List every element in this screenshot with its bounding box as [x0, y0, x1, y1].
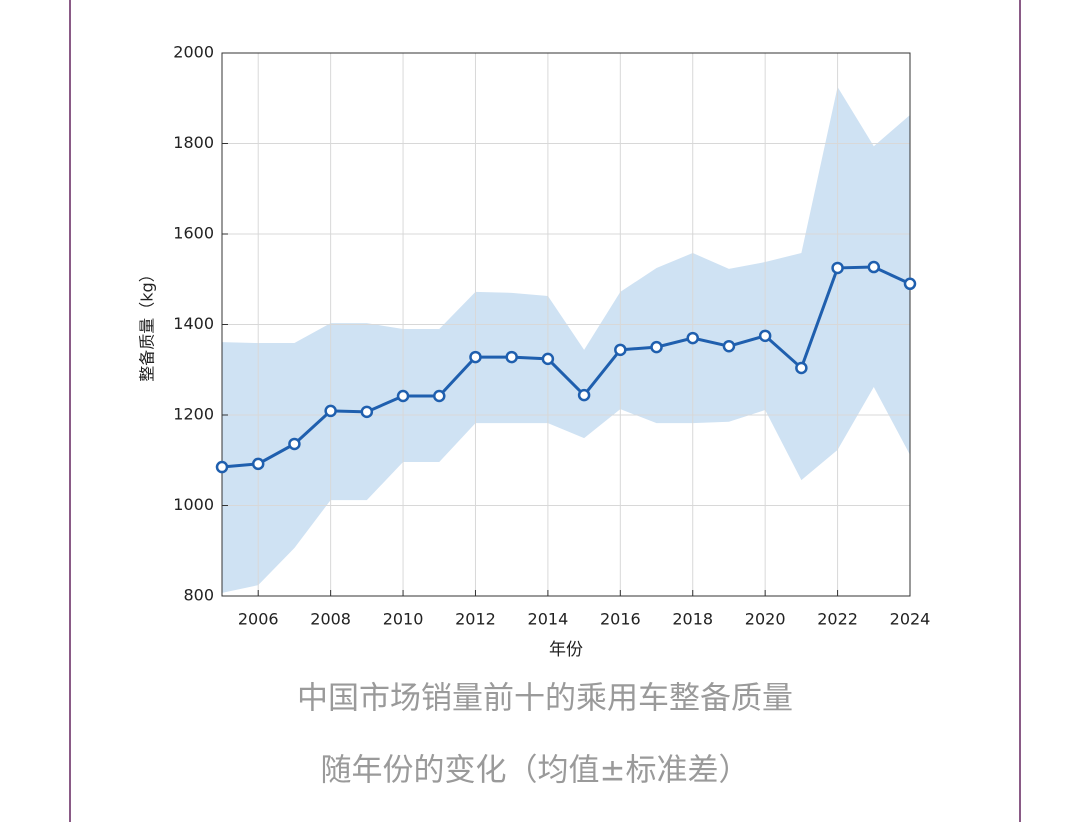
data-point [215, 460, 229, 474]
y-tick-label: 1600 [173, 224, 214, 243]
x-tick-label: 2014 [528, 610, 569, 629]
data-point [251, 457, 265, 471]
data-point [324, 404, 337, 418]
data-point [758, 329, 772, 343]
y-tick-label: 1200 [173, 405, 214, 424]
x-tick-label: 2012 [455, 610, 496, 629]
data-point [541, 352, 555, 366]
data-point [903, 277, 917, 291]
x-axis-label: 年份 [549, 640, 583, 660]
data-point [650, 340, 663, 354]
x-tick-label: 2024 [890, 610, 931, 629]
std-band [222, 86, 910, 593]
data-point [795, 361, 808, 375]
data-point [831, 261, 844, 275]
data-point [396, 389, 410, 403]
plot-border [221, 52, 911, 597]
y-tick-label: 1400 [173, 314, 214, 333]
data-point [686, 331, 699, 345]
y-tick-label: 2000 [173, 43, 214, 62]
data-point [614, 343, 627, 357]
data-point [469, 350, 482, 364]
x-tick-label: 2018 [672, 610, 713, 629]
x-tick-label: 2020 [745, 610, 786, 629]
x-tick-label: 2016 [600, 610, 641, 629]
x-tick-label: 2008 [310, 610, 351, 629]
y-axis-label: 整备质量（kg） [138, 266, 157, 381]
x-tick-label: 2022 [817, 610, 858, 629]
caption: 随年份的变化（均值±标准差） [321, 753, 750, 789]
y-tick-label: 1800 [173, 133, 214, 152]
y-tick-label: 1000 [173, 495, 214, 514]
x-tick-label: 2006 [238, 610, 279, 629]
data-point [722, 339, 736, 353]
data-point [360, 405, 374, 419]
data-point [867, 260, 881, 274]
x-tick-label: 2010 [383, 610, 424, 629]
data-point [288, 437, 301, 451]
data-point [433, 389, 446, 403]
caption: 中国市场销量前十的乘用车整备质量 [297, 681, 793, 717]
data-point [577, 388, 591, 402]
data-point [505, 350, 518, 364]
y-tick-label: 800 [183, 586, 214, 605]
